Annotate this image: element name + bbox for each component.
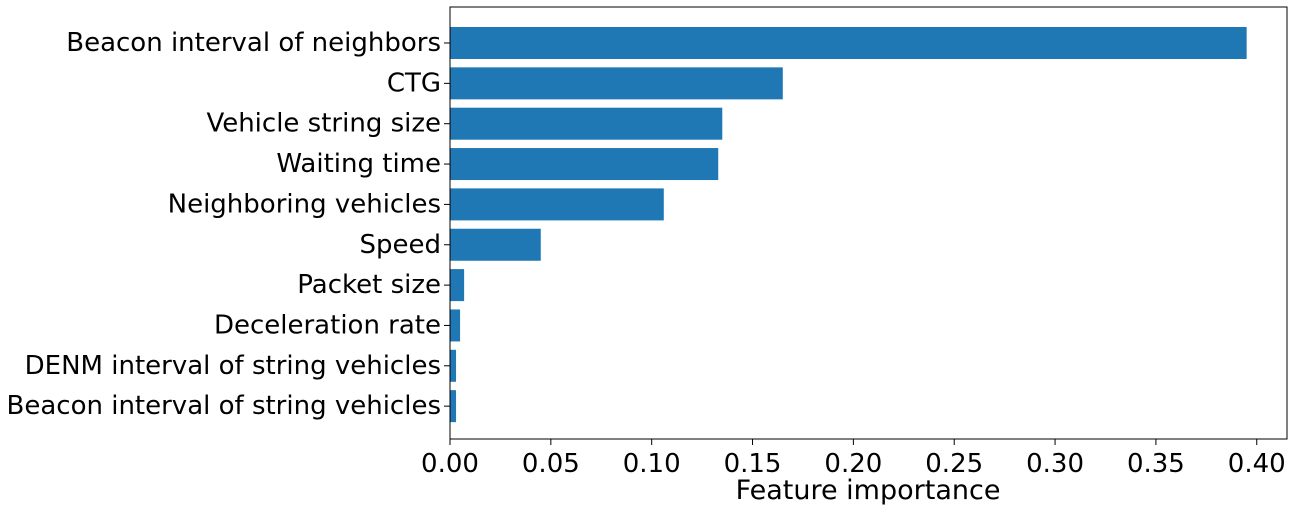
bar	[450, 107, 723, 140]
x-axis-label: Feature importance	[736, 475, 1001, 506]
bar	[450, 27, 1247, 59]
bar	[450, 390, 457, 423]
bar	[450, 228, 541, 261]
bar	[450, 309, 461, 342]
category-label: Waiting time	[276, 149, 441, 179]
x-tick-label: 0.40	[1228, 449, 1286, 479]
x-tick-label: 0.10	[623, 449, 681, 479]
category-label: Vehicle string size	[206, 109, 441, 139]
bar	[450, 349, 457, 382]
x-tick-label: 0.30	[1026, 449, 1084, 479]
category-label: Packet size	[297, 270, 441, 300]
category-label: Speed	[359, 230, 441, 260]
plot-frame	[449, 6, 1288, 440]
category-labels-group: Beacon interval of neighbors CTG Vehicle s…	[7, 28, 450, 421]
x-tick-label: 0.20	[824, 449, 882, 479]
bars-group	[450, 27, 1247, 423]
x-tick-label: 0.05	[522, 449, 580, 479]
x-tick-label: 0.15	[724, 449, 782, 479]
category-label: DENM interval of string vehicles	[25, 351, 441, 381]
category-label: Neighboring vehicles	[168, 189, 441, 219]
bar	[450, 188, 664, 221]
x-tick-label: 0.25	[925, 449, 983, 479]
bar	[450, 269, 465, 302]
bar	[450, 148, 719, 181]
category-label: Deceleration rate	[214, 310, 441, 340]
category-label: CTG	[387, 68, 441, 98]
category-label: Beacon interval of string vehicles	[7, 391, 441, 421]
category-label: Beacon interval of neighbors	[66, 28, 441, 58]
bar	[450, 67, 783, 100]
x-tick-label: 0.35	[1127, 449, 1185, 479]
x-axis-group: 0.00 0.05 0.10 0.15 0.20 0.25 0.30 0.35 0.40	[421, 439, 1286, 479]
x-tick-label: 0.00	[421, 449, 479, 479]
